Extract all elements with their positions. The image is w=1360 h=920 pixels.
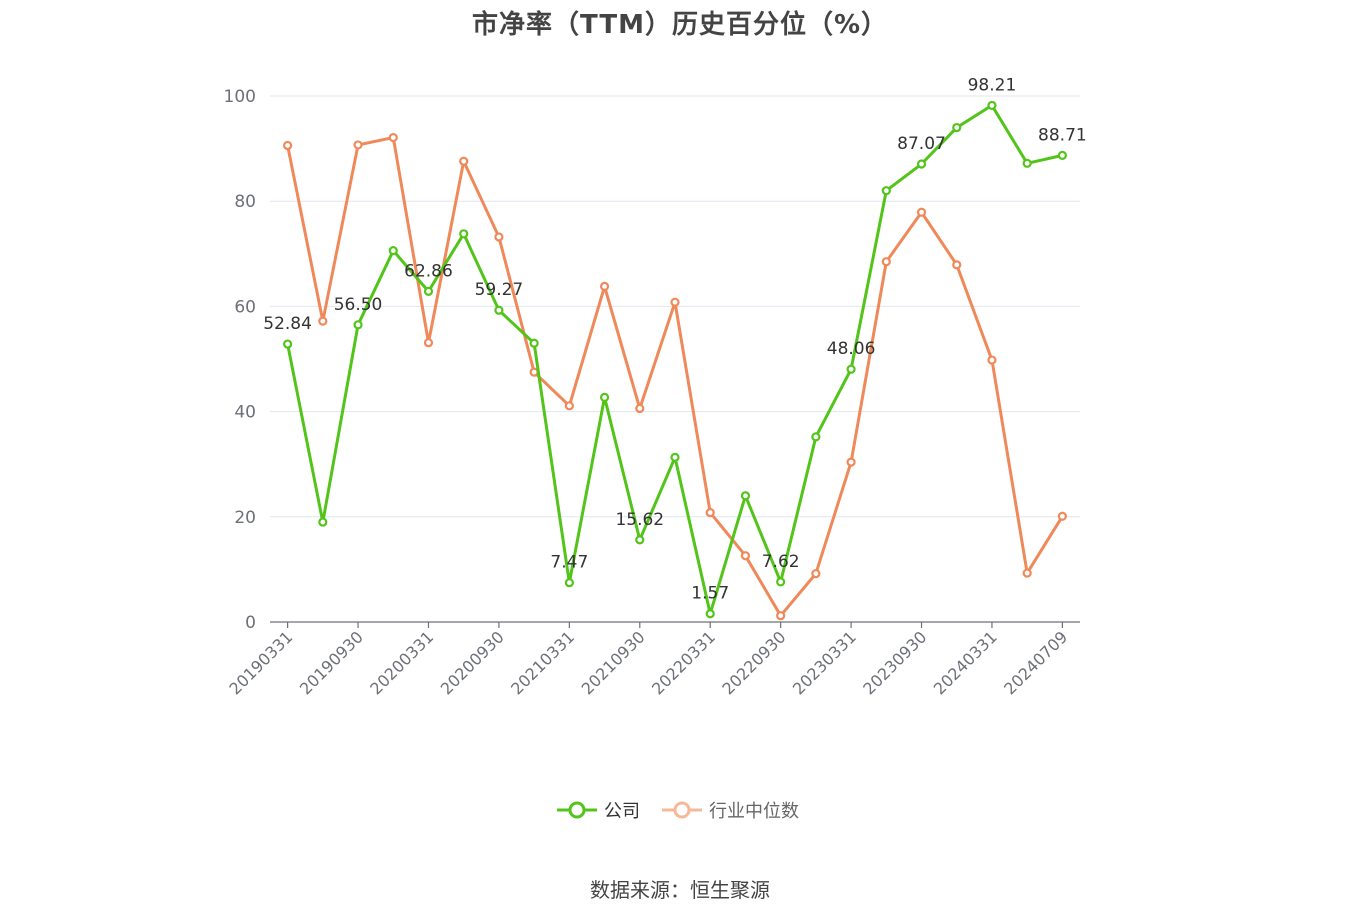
data-label: 7.62 — [762, 552, 800, 572]
y-tick-label: 40 — [234, 403, 256, 423]
y-tick-label: 100 — [224, 87, 256, 107]
data-label: 7.47 — [550, 553, 588, 573]
data-point — [846, 364, 856, 374]
y-tick-label: 20 — [234, 508, 256, 528]
data-label: 98.21 — [968, 75, 1017, 95]
data-label: 15.62 — [615, 510, 664, 530]
x-tick-label: 20200331 — [366, 627, 437, 698]
data-point — [670, 297, 680, 307]
data-point — [318, 517, 328, 527]
legend-item-1[interactable]: 行业中位数 — [662, 801, 799, 822]
data-label: 87.07 — [897, 134, 946, 154]
data-point — [987, 100, 997, 111]
data-point — [670, 452, 680, 462]
y-tick-label: 60 — [234, 297, 256, 317]
x-tick-label: 20230331 — [789, 627, 860, 698]
data-point — [599, 392, 610, 402]
legend-item-0[interactable]: 公司 — [557, 801, 640, 822]
legend-marker — [568, 801, 586, 819]
legend-label: 行业中位数 — [709, 801, 799, 822]
data-point — [1022, 158, 1032, 168]
data-point — [776, 611, 786, 621]
x-tick-label: 20240709 — [1000, 627, 1071, 698]
data-point — [881, 257, 891, 267]
data-point — [811, 432, 821, 442]
data-point — [987, 355, 997, 365]
data-label: 52.84 — [263, 314, 312, 334]
data-point — [353, 320, 363, 330]
data-point — [388, 132, 398, 143]
x-tick-label: 20190930 — [296, 627, 367, 698]
x-tick-label: 20210930 — [578, 627, 649, 698]
data-label: 88.71 — [1038, 125, 1087, 145]
data-point — [1057, 511, 1067, 521]
x-tick-label: 20220331 — [648, 627, 719, 698]
data-point — [494, 305, 504, 315]
data-point — [283, 140, 293, 151]
series-line-0 — [286, 103, 1063, 616]
data-point — [916, 207, 927, 217]
chart-title: 市净率（TTM）历史百分位（%） — [472, 10, 888, 40]
data-point — [459, 156, 469, 166]
data-point — [283, 339, 293, 349]
source-note: 数据来源：恒生聚源 — [590, 878, 770, 902]
legend-label: 公司 — [604, 801, 640, 822]
legend[interactable]: 公司 行业中位数 — [557, 801, 799, 822]
series-layer — [283, 100, 1067, 621]
data-point — [318, 316, 328, 326]
data-point — [776, 577, 786, 587]
data-point — [705, 507, 715, 518]
data-point — [916, 159, 927, 169]
data-point — [740, 491, 751, 501]
data-point — [388, 246, 398, 256]
data-label: 62.86 — [404, 261, 453, 281]
data-point — [459, 229, 469, 239]
x-tick-label: 20220930 — [718, 627, 789, 698]
y-tick-label: 0 — [245, 613, 256, 633]
data-point — [564, 401, 574, 411]
data-point — [1022, 568, 1032, 578]
series-line-1 — [286, 136, 1064, 618]
x-tick-label: 20190331 — [225, 627, 296, 698]
data-point — [846, 457, 856, 467]
x-tick-label: 20230930 — [859, 627, 930, 698]
data-point — [494, 232, 504, 242]
data-point — [353, 140, 363, 150]
data-point — [635, 535, 645, 545]
data-label: 1.57 — [691, 584, 729, 604]
data-point — [740, 551, 751, 561]
data-label-layer: 52.84 56.50 62.86 59.27 7.47 15.62 1.57 7.62 48.… — [263, 75, 1086, 603]
data-point — [881, 186, 891, 196]
data-point — [635, 403, 645, 414]
data-label: 59.27 — [475, 280, 524, 300]
data-point — [811, 569, 821, 579]
data-point — [705, 609, 715, 619]
data-label: 48.06 — [827, 339, 876, 359]
data-label: 56.50 — [334, 295, 383, 315]
x-tick-label: 20200930 — [437, 627, 508, 698]
data-point — [599, 281, 610, 292]
x-tick-label: 20240331 — [930, 627, 1001, 698]
y-tick-label: 80 — [234, 192, 256, 212]
data-point — [423, 338, 434, 348]
data-point — [529, 338, 539, 348]
data-point — [423, 286, 434, 296]
data-point — [564, 578, 574, 588]
data-point — [1057, 150, 1067, 160]
data-point — [952, 260, 962, 270]
data-point — [952, 122, 962, 133]
legend-marker — [673, 801, 691, 819]
x-tick-label: 20210331 — [507, 627, 578, 698]
